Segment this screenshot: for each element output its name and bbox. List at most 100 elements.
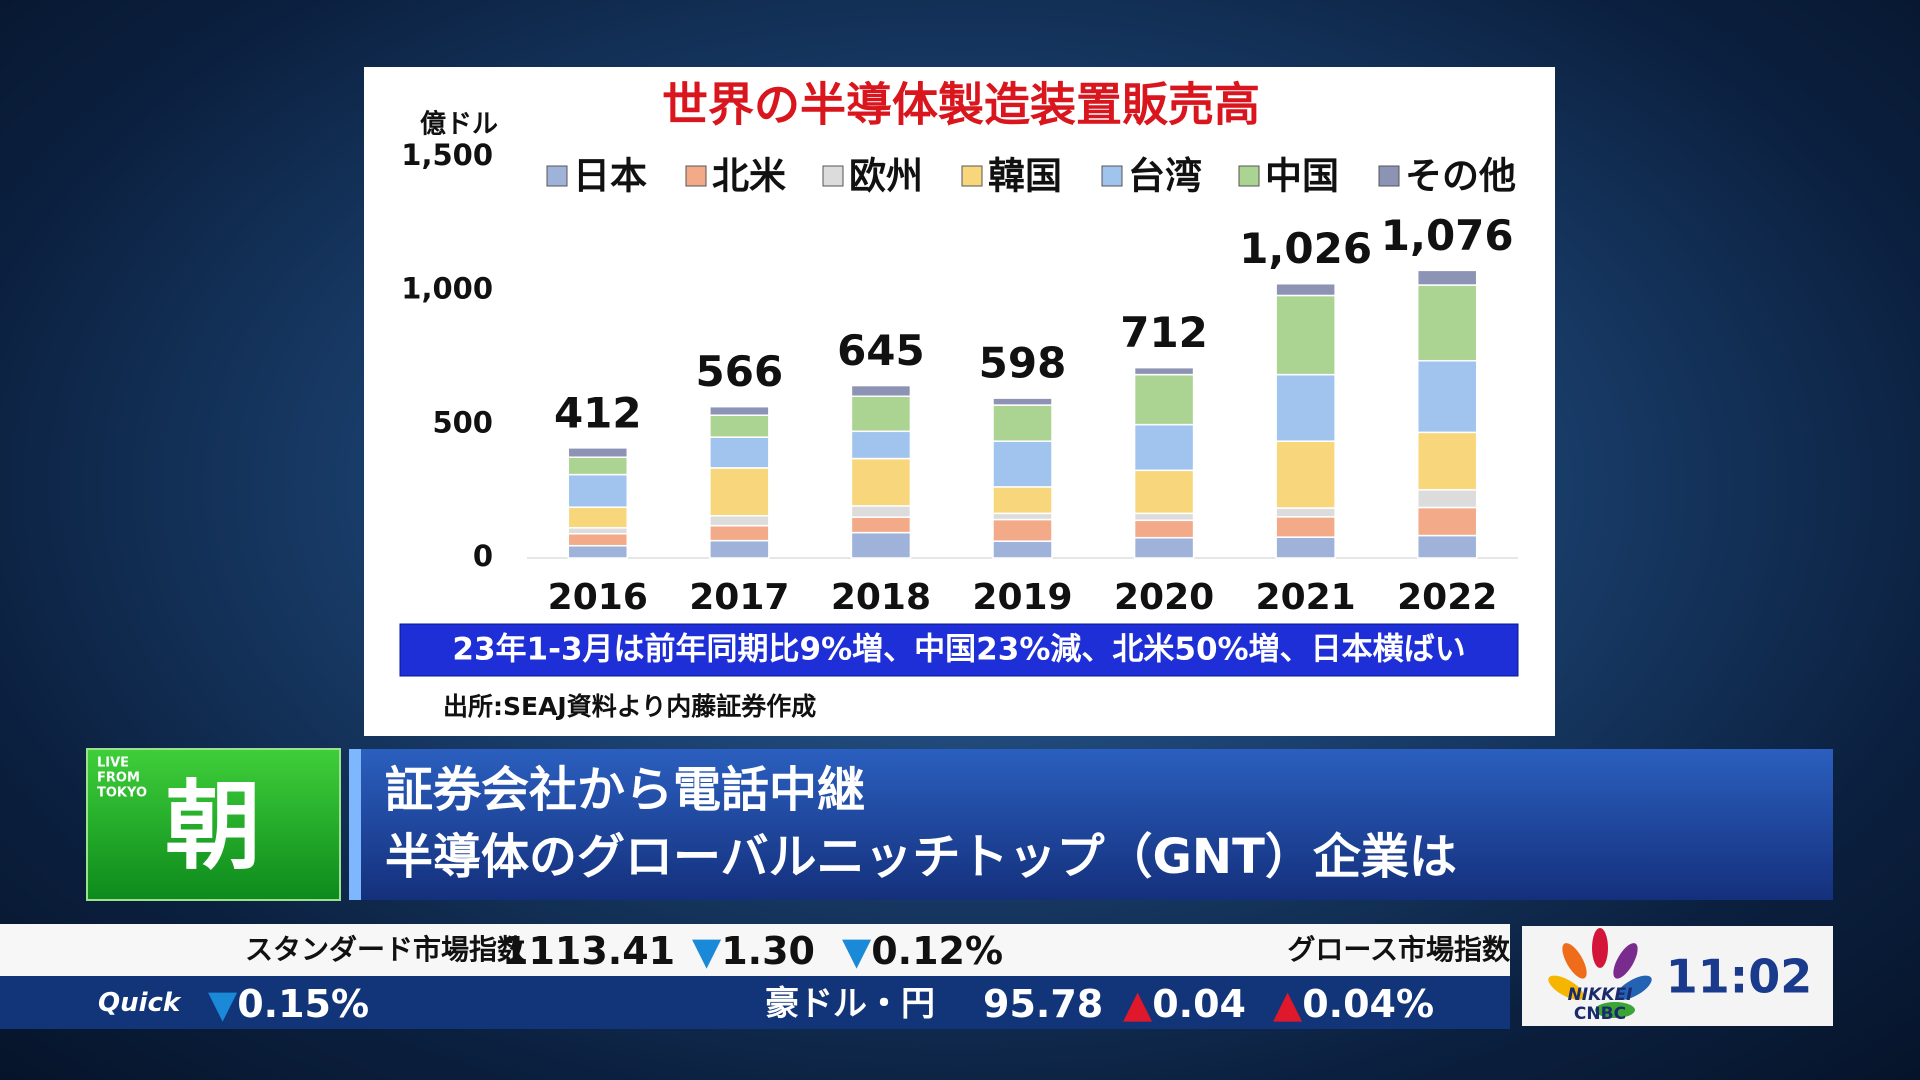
bar-segment	[709, 524, 770, 542]
bar-segment	[1416, 534, 1478, 559]
logo-line: CNBC	[1574, 1004, 1626, 1024]
legend-swatch	[546, 165, 568, 187]
bar-segment	[1133, 519, 1195, 539]
bar-segment	[567, 473, 629, 508]
bar-segment	[709, 515, 770, 527]
bar-segment	[567, 532, 629, 547]
legend-label: 台湾	[1128, 155, 1202, 198]
bar-segment	[709, 436, 770, 469]
bar-segment	[709, 405, 770, 416]
legend-swatch	[1101, 165, 1123, 187]
bar-segment	[850, 384, 912, 398]
legend-swatch	[1378, 165, 1400, 187]
fx-name: 豪ドル・円	[765, 984, 935, 1024]
index-value: 1113.41	[502, 929, 676, 973]
bar-segment	[992, 404, 1053, 442]
legend-swatch	[822, 165, 844, 187]
bar-segment	[1133, 469, 1195, 515]
bar-segment	[1133, 366, 1195, 376]
bar-segment	[992, 512, 1053, 521]
legend-swatch	[961, 165, 983, 187]
bar-segment	[992, 397, 1053, 406]
next-index-name: グロース市場指数	[1287, 933, 1510, 966]
bar-segment	[850, 457, 912, 507]
y-tick-label: 1,000	[401, 272, 493, 306]
source-name: Quick	[98, 988, 181, 1018]
clock: 11:02	[1666, 950, 1812, 1004]
total-label: 645	[837, 326, 925, 375]
bar-segment	[567, 544, 629, 559]
note-banner	[399, 623, 1519, 677]
bar-segment	[992, 486, 1053, 515]
bar-segment	[567, 447, 629, 458]
bar-segment	[992, 518, 1053, 542]
bar-segment	[850, 516, 912, 534]
total-label: 412	[554, 388, 642, 437]
headline: 証券会社から電話中継	[385, 762, 865, 818]
chart-title: 世界の半導体製造装置販売高	[662, 78, 1260, 132]
bar-segment	[1275, 516, 1336, 538]
bar-segment	[1133, 373, 1195, 426]
peacock	[1548, 928, 1652, 1018]
ticker-bottom	[0, 976, 1510, 1029]
bar-segment	[1275, 440, 1336, 509]
badge-line: TOKYO	[97, 786, 147, 801]
x-tick-label: 2017	[689, 577, 789, 618]
bar-segment	[992, 440, 1053, 488]
bar-segment	[1416, 506, 1478, 537]
x-tick-label: 2021	[1256, 577, 1356, 618]
bar-segment	[850, 395, 912, 433]
logo-box	[1522, 926, 1833, 1026]
x-tick-label: 2022	[1397, 577, 1497, 618]
y-tick-label: 1,500	[401, 138, 493, 172]
legend-swatch	[685, 165, 707, 187]
bar-segment	[567, 456, 629, 476]
index-name: スタンダード市場指数	[245, 933, 526, 966]
total-label: 566	[696, 347, 784, 396]
source: 出所:SEAJ資料より内藤証券作成	[443, 692, 816, 721]
index-change: ▼1.30	[692, 929, 815, 973]
bar-segment	[1275, 507, 1336, 518]
headline: 半導体のグローバルニッチトップ（GNT）企業は	[385, 829, 1457, 885]
bar-segment	[1133, 512, 1195, 522]
logo-line: NIKKEI	[1568, 985, 1633, 1005]
bar-segment	[992, 540, 1053, 559]
headline-box	[349, 749, 1833, 900]
bar-segment	[709, 539, 770, 559]
bar-segment	[1416, 284, 1478, 362]
total-label: 598	[979, 339, 1067, 388]
x-tick-label: 2016	[548, 577, 648, 618]
x-tick-label: 2019	[972, 577, 1072, 618]
legend-label: 北米	[712, 155, 786, 198]
bar-segment	[1275, 282, 1336, 297]
fx-change-pct: ▲0.04%	[1273, 982, 1435, 1026]
bar-segment	[1416, 489, 1478, 509]
bar-segment	[1275, 536, 1336, 559]
bar-segment	[567, 506, 629, 529]
fx-value: 95.78	[983, 982, 1104, 1026]
headline-accent	[349, 749, 361, 900]
total-label: 712	[1120, 308, 1208, 357]
y-axis-unit: 億ドル	[420, 110, 498, 140]
bar-segment	[1275, 294, 1336, 376]
bar-segment	[850, 531, 912, 559]
badge-line: LIVE	[97, 756, 129, 771]
legend-swatch	[1238, 165, 1260, 187]
x-tick-label: 2020	[1114, 577, 1214, 618]
bar-segment	[709, 467, 770, 517]
bar-segment	[1416, 359, 1478, 434]
bar-segment	[850, 505, 912, 518]
fx-change: ▲0.04	[1123, 982, 1246, 1026]
bar-segment	[1416, 431, 1478, 491]
total-label: 1,026	[1239, 224, 1372, 273]
legend-label: 中国	[1265, 155, 1339, 198]
bar-segment	[1133, 536, 1195, 559]
legend-label: 欧州	[849, 155, 923, 198]
bar-segment	[1133, 423, 1195, 472]
bar-segment	[567, 527, 629, 535]
prev-change-pct: ▼0.15%	[208, 982, 370, 1026]
legend-label: 日本	[573, 155, 647, 198]
bar-segment	[1416, 269, 1478, 286]
